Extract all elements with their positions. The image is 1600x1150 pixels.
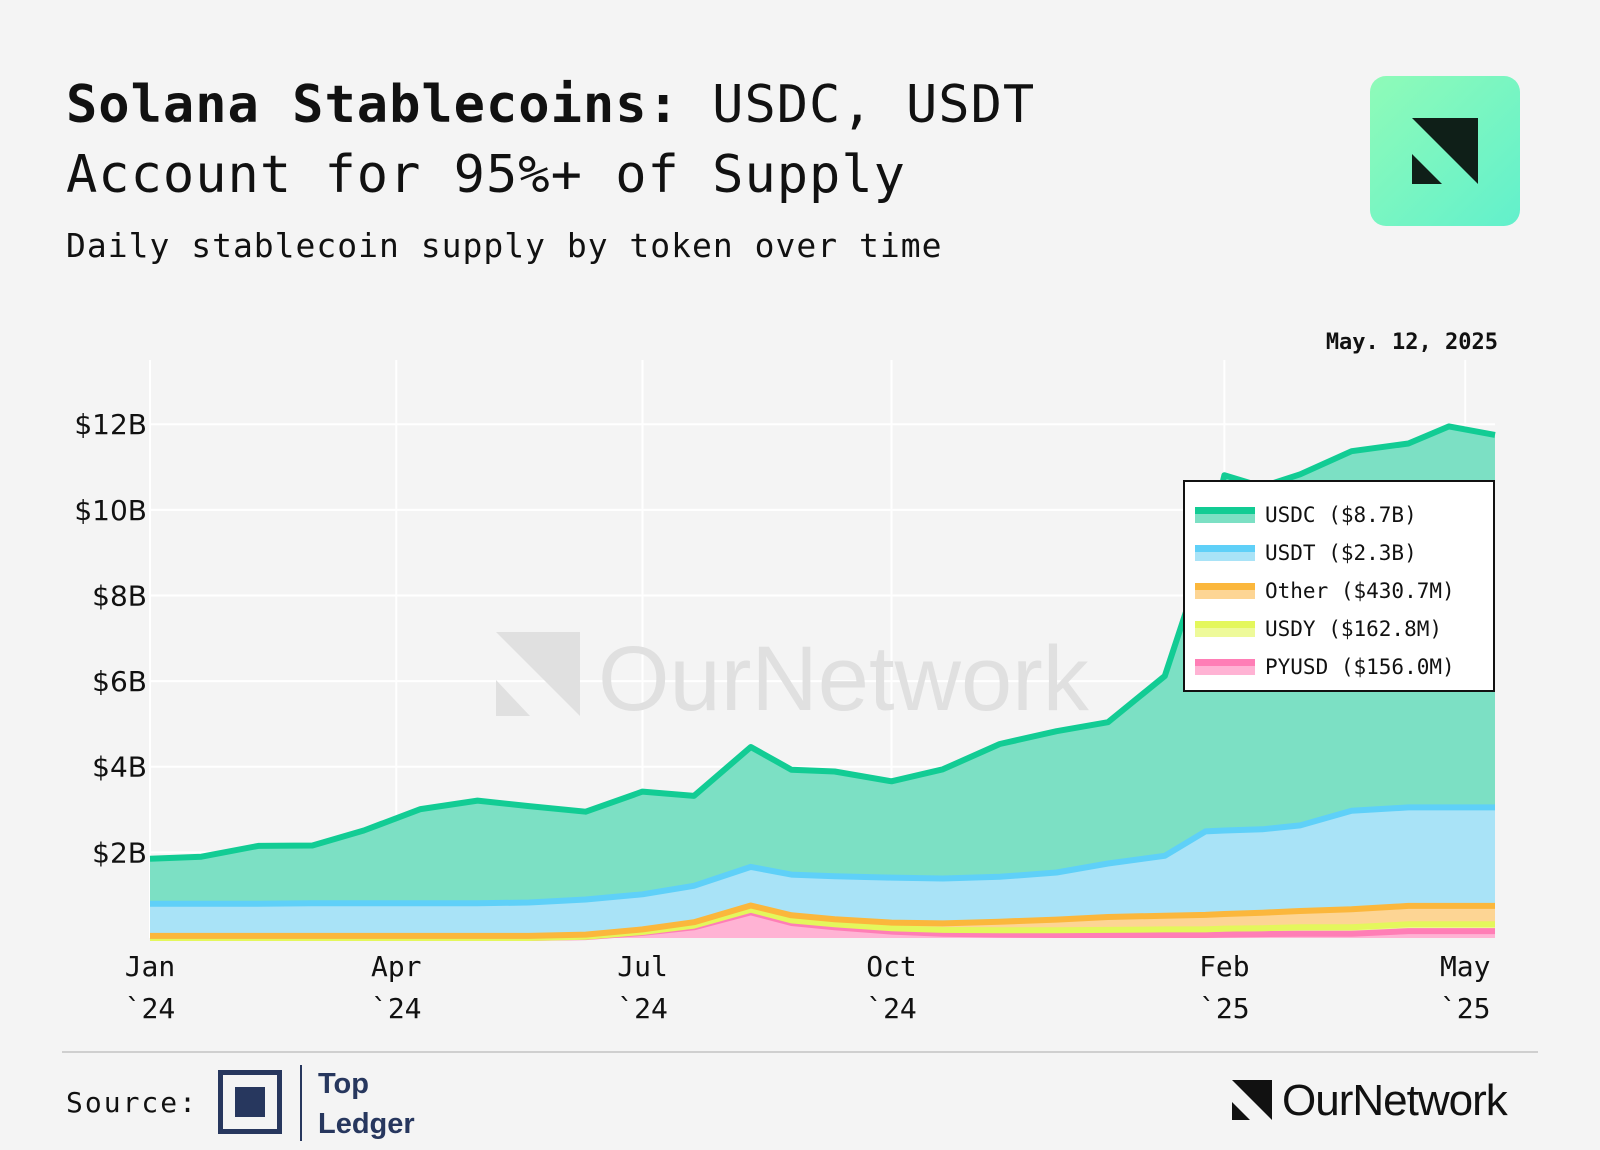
legend-swatch: [1195, 621, 1255, 637]
topledger-line1: Top: [318, 1068, 369, 1100]
area-usdc: [150, 426, 1495, 904]
line-other: [150, 902, 1495, 939]
watermark: OurNetwork: [496, 628, 1090, 730]
legend-label: USDC ($8.7B): [1265, 503, 1417, 527]
x-tick-label-month: May: [1440, 950, 1491, 983]
x-tick-label-year: `24: [617, 992, 668, 1025]
x-tick-label-year: `25: [1199, 992, 1250, 1025]
y-tick-label: $4B: [92, 751, 147, 784]
legend: USDC ($8.7B) USDT ($2.3B) Other ($430.7M) U…: [1183, 480, 1495, 692]
x-tick-label-year: `24: [125, 992, 176, 1025]
legend-item-pyusd: PYUSD ($156.0M): [1195, 648, 1493, 686]
legend-swatch: [1195, 507, 1255, 523]
legend-swatch: [1195, 659, 1255, 675]
legend-label: Other ($430.7M): [1265, 579, 1455, 603]
x-tick-label-month: Apr: [371, 950, 422, 983]
topledger-line2: Ledger: [318, 1108, 415, 1140]
y-axis-ticks: $2B $4B $6B $8B $10B $12B: [74, 408, 147, 869]
y-tick-label: $8B: [92, 579, 147, 612]
legend-item-usdc: USDC ($8.7B): [1195, 496, 1493, 534]
topledger-logo-icon: [218, 1070, 282, 1134]
y-tick-label: $2B: [92, 836, 147, 869]
legend-label: USDY ($162.8M): [1265, 617, 1443, 641]
footer-brand: OurNetwork: [1282, 1076, 1508, 1125]
y-tick-label: $6B: [92, 665, 147, 698]
legend-item-usdy: USDY ($162.8M): [1195, 610, 1493, 648]
ournetwork-badge-logo: [1370, 76, 1520, 226]
legend-swatch: [1195, 583, 1255, 599]
topledger-separator: [300, 1065, 302, 1141]
chart-subtitle: Daily stablecoin supply by token over ti…: [66, 226, 943, 265]
x-tick-label-month: Jul: [617, 950, 668, 983]
line-usdt: [150, 804, 1495, 907]
x-axis-ticks: Jan `24 Apr `24 Jul `24 Oct `24 Feb `25 May `25: [125, 950, 1491, 1025]
x-tick-label-month: Oct: [866, 950, 917, 983]
legend-item-usdt: USDT ($2.3B): [1195, 534, 1493, 572]
chart-title: Solana Stablecoins: USDC, USDT Account f…: [66, 70, 1266, 210]
y-tick-label: $10B: [74, 494, 147, 527]
source-label: Source:: [66, 1086, 199, 1119]
watermark-mark-lower: [496, 680, 530, 716]
x-tick-label-year: `25: [1440, 992, 1491, 1025]
footer-divider: [62, 1051, 1538, 1053]
y-tick-label: $12B: [74, 408, 147, 441]
date-label: May. 12, 2025: [1325, 330, 1498, 355]
ournetwork-mark-icon: [1412, 118, 1478, 184]
topledger-name: Top Ledger: [318, 1064, 415, 1144]
title-rest: USDC, USDT Account for 95%+ of Supply: [66, 75, 1036, 205]
watermark-text: OurNetwork: [598, 628, 1090, 730]
title-bold: Solana Stablecoins:: [66, 75, 680, 135]
legend-label: USDT ($2.3B): [1265, 541, 1417, 565]
x-tick-label-year: `24: [371, 992, 422, 1025]
watermark-mark-upper: [496, 632, 580, 716]
ournetwork-footer-mark-icon: [1232, 1080, 1272, 1120]
x-tick-label-year: `24: [866, 992, 917, 1025]
x-tick-label-month: Feb: [1199, 950, 1250, 983]
x-tick-label-month: Jan: [125, 950, 176, 983]
legend-swatch: [1195, 545, 1255, 561]
legend-label: PYUSD ($156.0M): [1265, 655, 1455, 679]
legend-item-other: Other ($430.7M): [1195, 572, 1493, 610]
